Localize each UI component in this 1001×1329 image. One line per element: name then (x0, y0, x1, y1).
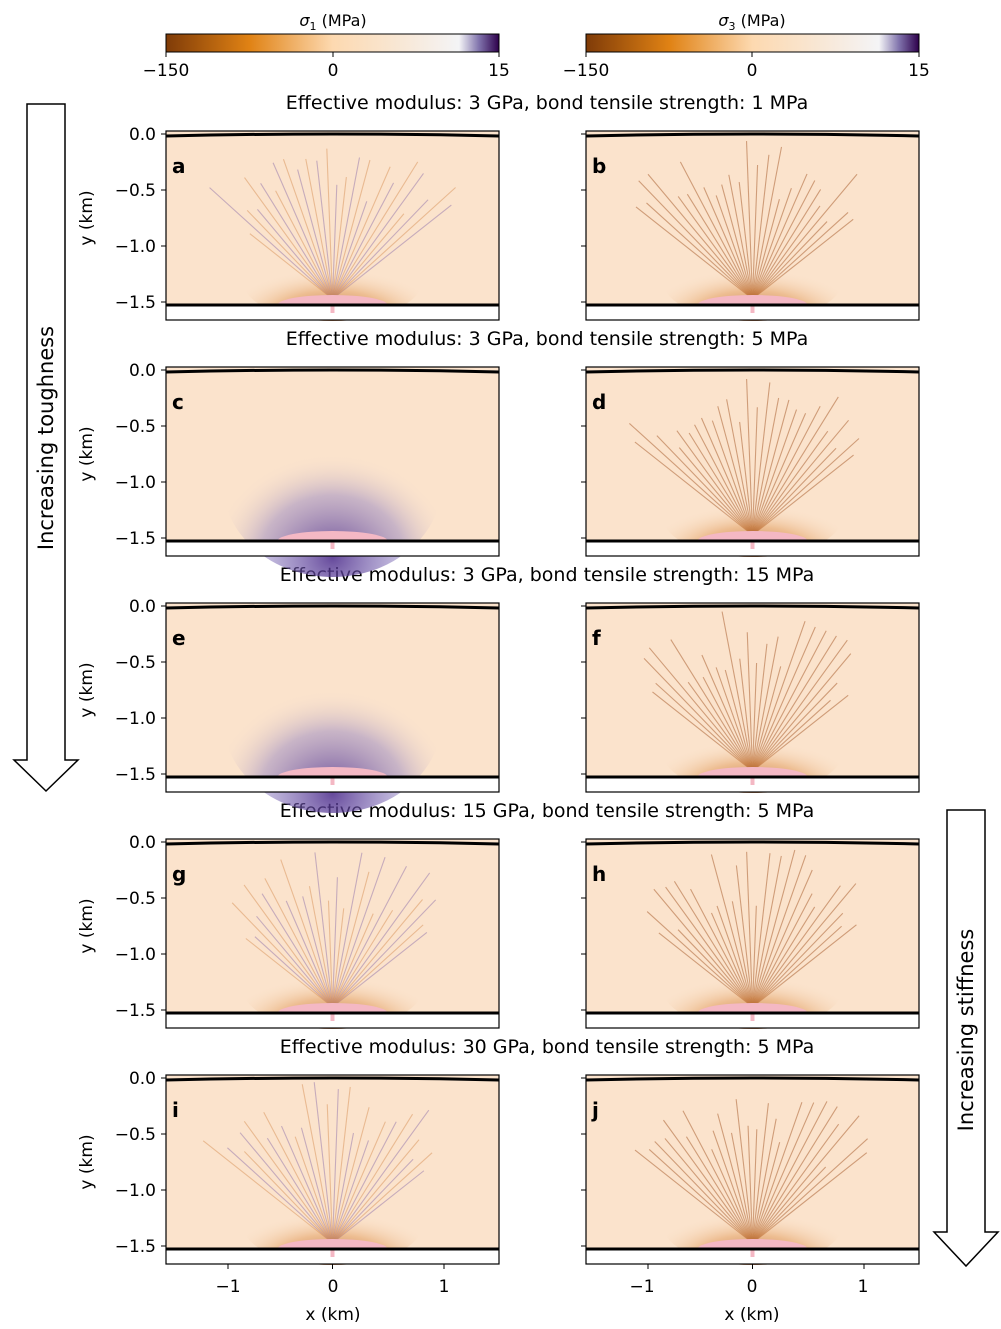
colorbar-gradient (585, 33, 920, 53)
y-tick: −1.5 (115, 293, 156, 313)
y-axis-label: y (km) (77, 426, 97, 481)
colorbar-sigma3: σ3 (MPa) −150 0 15 (563, 11, 930, 81)
colorbar-gradient (165, 33, 500, 53)
y-tick: −1.0 (115, 1181, 156, 1201)
y-tick: −0.5 (115, 889, 156, 909)
y-tick: −1.5 (115, 529, 156, 549)
toughness-label: Increasing toughness (34, 326, 58, 550)
x-tick: −1 (629, 1277, 654, 1297)
panel-letter: h (592, 862, 606, 886)
panel-letter: c (172, 390, 184, 414)
panel-letter: d (592, 390, 606, 414)
y-tick: −1.5 (115, 765, 156, 785)
x-tick: 1 (439, 1277, 450, 1297)
x-tick: 0 (328, 1277, 339, 1297)
panel-letter: i (172, 1098, 179, 1122)
colorbar-tick: 15 (488, 61, 510, 81)
y-tick: −0.5 (115, 653, 156, 673)
colorbar-tick: 0 (747, 61, 758, 81)
colorbar-tick: 0 (328, 61, 339, 81)
toughness-arrow: Increasing toughness (12, 103, 80, 793)
y-tick: 0.0 (129, 361, 156, 381)
y-tick: 0.0 (129, 833, 156, 853)
y-tick: −0.5 (115, 417, 156, 437)
stress-panel: d (581, 366, 920, 557)
x-tick: 0 (747, 1277, 758, 1297)
y-tick: −1.0 (115, 945, 156, 965)
stress-panel: c 0.0 −0.5 −1.0 −1.5 (115, 361, 500, 577)
stress-panel: a 0.0 −0.5 −1.0 −1.5 (115, 125, 500, 321)
y-tick: −1.0 (115, 709, 156, 729)
y-tick: −1.0 (115, 473, 156, 493)
colorbar-label-sigma3: σ3 (MPa) (718, 11, 785, 33)
stress-panel: e 0.0 −0.5 −1.0 −1.5 (115, 597, 500, 813)
y-tick: −0.5 (115, 181, 156, 201)
panel-letter: g (172, 862, 186, 886)
colorbar-tick: −150 (563, 61, 610, 81)
y-tick: −0.5 (115, 1125, 156, 1145)
y-axis-label: y (km) (77, 190, 97, 245)
panel-grid: a 0.0 −0.5 −1.0 −1.5 b c 0.0 −0.5 −1.0 −1.5 d e 0.0 −0… (115, 125, 920, 1269)
y-tick: 0.0 (129, 597, 156, 617)
y-axis-label: y (km) (77, 1134, 97, 1189)
row-title: Effective modulus: 3 GPa, bond tensile s… (286, 328, 808, 350)
x-axis-label: x (km) (305, 1305, 360, 1325)
stress-panel: g 0.0 −0.5 −1.0 −1.5 (115, 833, 500, 1029)
colorbar-sigma1: σ1 (MPa) −150 0 15 (143, 11, 510, 81)
stress-panel: b (581, 130, 920, 321)
y-axis-label: y (km) (77, 898, 97, 953)
row-title: Effective modulus: 3 GPa, bond tensile s… (280, 564, 815, 586)
colorbar-tick: −150 (143, 61, 190, 81)
y-tick: −1.5 (115, 1237, 156, 1257)
stress-panel: i 0.0 −0.5 −1.0 −1.5 (115, 1069, 500, 1269)
panel-letter: f (592, 626, 601, 650)
panel-letter: b (592, 154, 606, 178)
x-axis-label: x (km) (724, 1305, 779, 1325)
stress-panel: j (581, 1074, 920, 1269)
stress-panel: h (581, 838, 920, 1029)
y-axis-label: y (km) (77, 662, 97, 717)
x-tick: 1 (858, 1277, 869, 1297)
y-tick: 0.0 (129, 125, 156, 145)
stiffness-arrow: Increasing stiffness (932, 809, 1000, 1268)
row-title: Effective modulus: 3 GPa, bond tensile s… (286, 92, 808, 114)
row-title: Effective modulus: 15 GPa, bond tensile … (280, 800, 815, 822)
y-tick: 0.0 (129, 1069, 156, 1089)
panel-letter: e (172, 626, 186, 650)
colorbar-label-sigma1: σ1 (MPa) (299, 11, 366, 33)
stress-panel: f (581, 602, 920, 793)
x-tick: −1 (215, 1277, 240, 1297)
stiffness-label: Increasing stiffness (954, 929, 978, 1132)
panel-letter: j (591, 1098, 599, 1122)
y-tick: −1.0 (115, 237, 156, 257)
y-tick: −1.5 (115, 1001, 156, 1021)
row-title: Effective modulus: 30 GPa, bond tensile … (280, 1036, 815, 1058)
panel-letter: a (172, 154, 186, 178)
colorbar-tick: 15 (908, 61, 930, 81)
